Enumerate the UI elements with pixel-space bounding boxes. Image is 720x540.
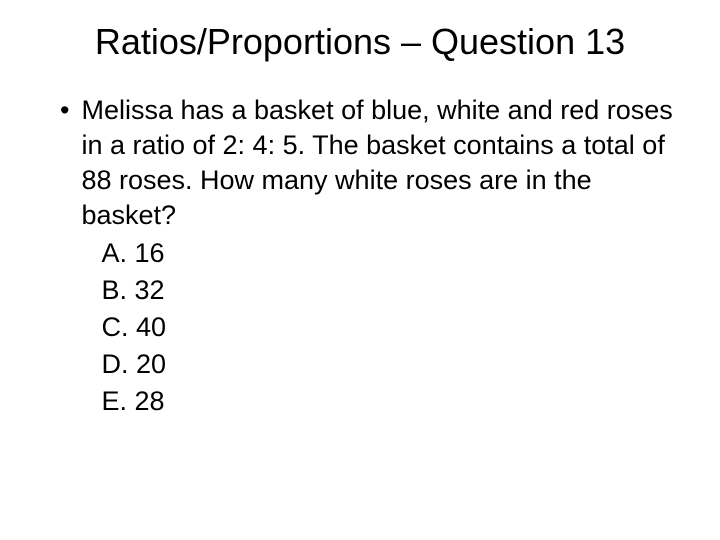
bullet-icon: • (60, 93, 69, 128)
choice-c: C. 40 (101, 310, 680, 345)
slide-title: Ratios/Proportions – Question 13 (40, 20, 680, 63)
choice-a: A. 16 (101, 236, 680, 271)
content-area: • Melissa has a basket of blue, white an… (40, 93, 680, 419)
question-block: • Melissa has a basket of blue, white an… (60, 93, 680, 419)
question-container: Melissa has a basket of blue, white and … (81, 93, 680, 419)
question-text: Melissa has a basket of blue, white and … (81, 93, 680, 233)
choice-b: B. 32 (101, 273, 680, 308)
choice-d: D. 20 (101, 347, 680, 382)
choice-e: E. 28 (101, 384, 680, 419)
